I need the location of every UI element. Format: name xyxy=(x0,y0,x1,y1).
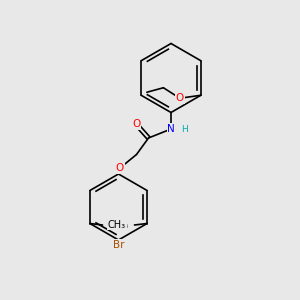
Text: N: N xyxy=(167,124,175,134)
Text: O: O xyxy=(132,119,141,130)
Text: O: O xyxy=(116,163,124,173)
Text: O: O xyxy=(176,93,184,103)
Text: Br: Br xyxy=(113,239,124,250)
Text: CH₃: CH₃ xyxy=(108,220,126,230)
Text: CH₃: CH₃ xyxy=(111,220,129,230)
Text: H: H xyxy=(181,124,188,134)
